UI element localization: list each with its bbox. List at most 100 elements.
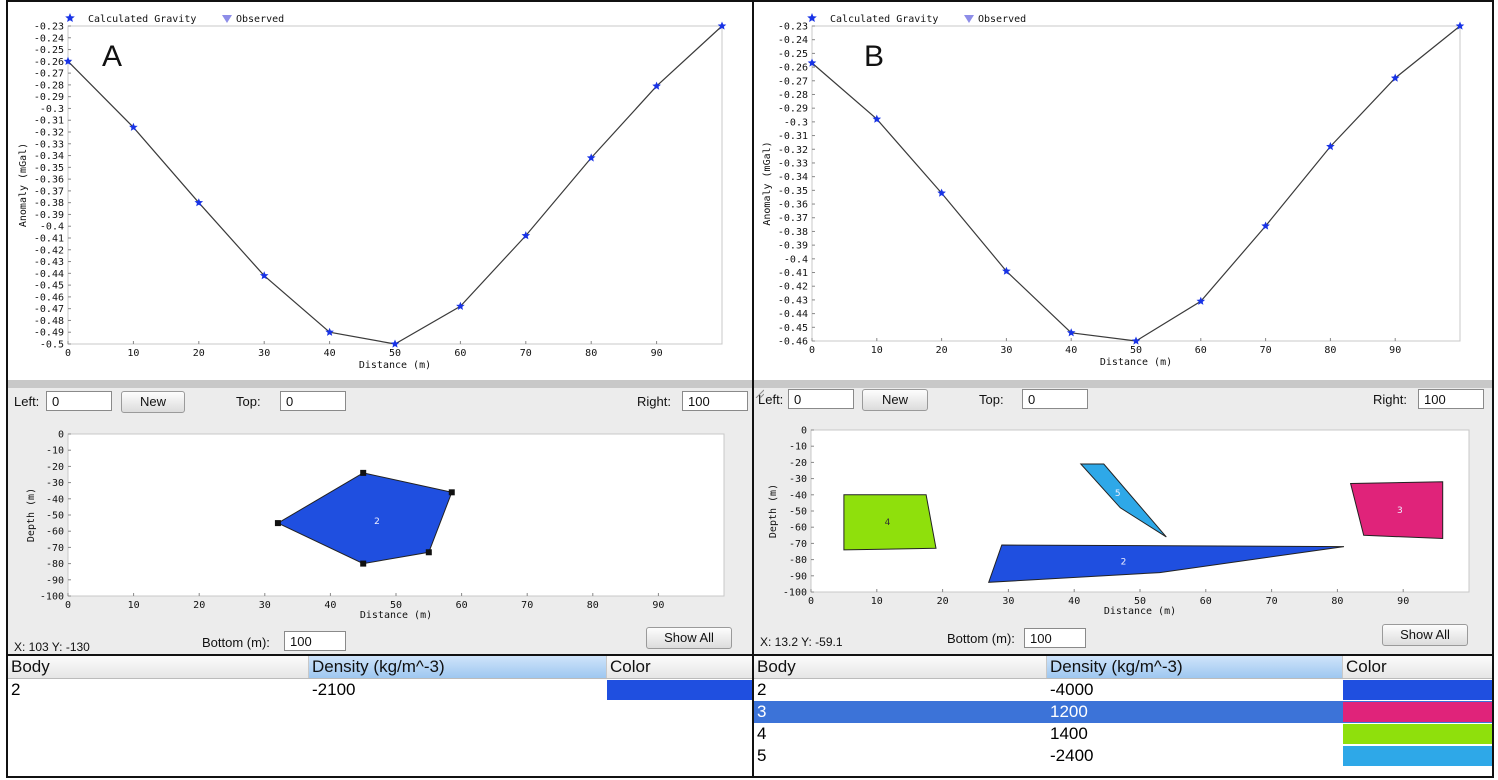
y-tick-label: -0.29 [778,104,808,115]
x-tick-label: 80 [587,600,599,611]
x-tick-label: 0 [809,345,815,356]
table-row[interactable]: 2 -2100 [8,679,752,701]
cell-density[interactable]: -4000 [1050,680,1094,699]
calculated-gravity-point [1455,21,1465,30]
cell-density[interactable]: 1400 [1050,724,1088,743]
body-4-polygon[interactable] [843,494,937,551]
y-tick-label: -100 [783,588,807,599]
x-tick-label: 90 [1389,345,1401,356]
top-input[interactable] [1022,389,1088,409]
split-divider[interactable] [754,380,1492,388]
calculated-gravity-point [807,58,817,67]
y-tick-label: -0.45 [34,281,64,292]
body-2-polygon[interactable] [987,544,1345,583]
cell-color-swatch[interactable] [1343,746,1492,766]
vertex-handle[interactable] [425,549,432,556]
table-row[interactable]: 3 1200 [754,701,1492,723]
body-2-polygon[interactable] [276,472,453,565]
cell-color-swatch[interactable] [1343,702,1492,722]
left-input[interactable] [46,391,112,411]
cell-density[interactable]: -2100 [312,680,356,699]
right-label: Right: [637,394,671,409]
top-label: Top: [236,394,261,409]
left-input[interactable] [788,389,854,409]
x-tick-label: 20 [193,348,205,359]
y-tick-label: -0.24 [34,33,64,44]
body-5-polygon[interactable] [1079,463,1167,538]
legend-observed-label: Observed [236,14,284,25]
new-button[interactable]: New [862,389,928,411]
column-header-body[interactable]: Body [754,656,1047,678]
y-tick-label: -0.37 [778,213,808,224]
y-tick-label: -20 [789,458,807,469]
right-label: Right: [1373,392,1407,407]
vertex-handle[interactable] [360,469,367,476]
y-tick-label: -0.39 [778,241,808,252]
resize-grip-icon[interactable] [754,388,764,398]
bottom-input[interactable] [284,631,346,651]
y-tick-label: -0.39 [34,210,64,221]
panel-b: Calculated Gravity Observed -0.23 -0.24 -0.2… [752,0,1494,778]
bottom-input[interactable] [1024,628,1086,648]
table-row[interactable]: 4 1400 [754,723,1492,745]
legend-observed-label: Observed [978,14,1026,25]
right-input[interactable] [682,391,748,411]
cell-body: 2 [757,680,767,699]
x-tick-label: 30 [259,600,271,611]
new-button[interactable]: New [121,391,185,413]
cell-color-swatch[interactable] [1343,724,1492,744]
y-tick-label: -80 [789,555,807,566]
y-tick-label: -0.42 [778,282,808,293]
y-tick-label: -0.41 [34,234,64,245]
legend-calculated-label: Calculated Gravity [830,14,938,25]
y-axis-label: Depth (m) [768,484,779,538]
column-header-body[interactable]: Body [8,656,309,678]
column-header-density[interactable]: Density (kg/m^-3) [1047,656,1343,678]
y-axis-label: Anomaly (mGal) [18,143,29,227]
vertex-handle[interactable] [360,560,367,567]
vertex-handle[interactable] [448,489,455,496]
x-tick-label: 90 [651,348,663,359]
y-tick-label: -0.48 [34,316,64,327]
cell-color-swatch[interactable] [607,680,752,700]
table-row[interactable]: 2 -4000 [754,679,1492,701]
y-tick-label: -0.46 [778,337,808,348]
x-tick-label: 20 [937,596,949,607]
cell-body: 5 [757,746,767,765]
left-label: Left: [758,392,784,407]
table-row[interactable]: 5 -2400 [754,745,1492,767]
cursor-coordinates: X: 103 Y: -130 [14,640,90,654]
y-tick-label: -0.47 [34,304,64,315]
bottom-label: Bottom (m): [947,631,1015,646]
body-3-polygon[interactable] [1349,481,1444,540]
bottom-label: Bottom (m): [202,635,270,650]
y-tick-label: -0.5 [40,340,64,351]
panel-letter: A [102,40,123,73]
cell-density[interactable]: 1200 [1050,702,1088,721]
column-header-color[interactable]: Color [1346,657,1387,676]
y-tick-label: -20 [46,462,64,473]
y-tick-label: -0.31 [778,131,808,142]
top-input[interactable] [280,391,346,411]
right-input[interactable] [1418,389,1484,409]
y-tick-label: -0.4 [40,222,64,233]
cell-density[interactable]: -2400 [1050,746,1094,765]
split-divider[interactable] [8,380,752,388]
y-tick-label: -60 [46,527,64,538]
x-tick-label: 50 [1134,596,1146,607]
vertex-handle[interactable] [274,520,281,527]
show-all-button[interactable]: Show All [646,627,732,649]
y-tick-label: -0.24 [778,35,808,46]
y-tick-label: -0.27 [778,76,808,87]
panel-letter: B [864,40,885,73]
y-tick-label: -0.31 [34,116,64,127]
y-tick-label: -0.37 [34,186,64,197]
x-tick-label: 60 [456,600,468,611]
cell-color-swatch[interactable] [1343,680,1492,700]
column-header-density[interactable]: Density (kg/m^-3) [309,656,607,678]
legend-observed-marker [964,15,974,23]
column-header-color[interactable]: Color [610,657,651,676]
show-all-button[interactable]: Show All [1382,624,1468,646]
